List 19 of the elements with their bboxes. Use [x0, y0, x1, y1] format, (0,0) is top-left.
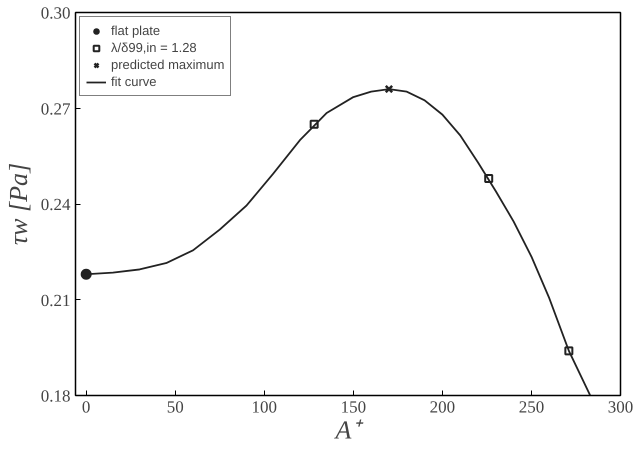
legend-label: predicted maximum	[111, 57, 224, 72]
y-tick-label: 0.27	[40, 99, 71, 118]
x-tick-label: 300	[608, 398, 634, 416]
x-axis-title: A⁺	[334, 416, 364, 444]
y-axis-title: τw [Pa]	[4, 162, 33, 246]
x-tick-label: 150	[340, 398, 366, 416]
y-tick-label: 0.30	[40, 4, 70, 22]
x-tick-label: 0	[82, 398, 90, 416]
x-tick-label: 100	[252, 398, 278, 416]
point	[384, 84, 394, 94]
y-tick-label: 0.21	[40, 290, 70, 310]
x-tick-label: 200	[430, 398, 456, 416]
y-tick-label: 0.24	[40, 195, 71, 214]
y-tick-label: 0.18	[40, 386, 70, 406]
legend-label: λ/δ99,in = 1.28	[111, 40, 197, 55]
x-tick-label: 250	[518, 398, 544, 416]
x-tick-label: 50	[166, 398, 184, 416]
legend-label: flat plate	[111, 23, 160, 38]
legend-label: fit curve	[111, 74, 157, 89]
